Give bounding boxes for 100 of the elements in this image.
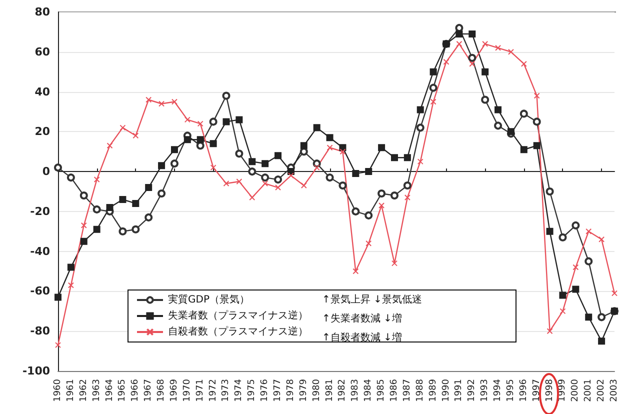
point xyxy=(223,180,230,187)
point xyxy=(559,292,566,299)
point xyxy=(430,98,436,105)
x-tick-label: 1974 xyxy=(234,378,244,402)
point xyxy=(364,211,373,220)
x-tick-label: 1981 xyxy=(324,379,335,402)
point xyxy=(558,233,567,242)
point xyxy=(261,174,270,182)
x-tick-label: 1972 xyxy=(208,379,218,402)
point xyxy=(546,328,553,334)
point xyxy=(67,264,74,271)
x-tick-label: 1968 xyxy=(156,378,167,402)
point xyxy=(585,314,592,321)
point xyxy=(132,200,140,207)
point xyxy=(352,268,359,274)
point xyxy=(54,164,62,172)
x-tick-label: 1977 xyxy=(273,379,284,402)
x-tick-label: 1969 xyxy=(169,378,180,402)
point xyxy=(340,148,346,155)
point xyxy=(262,180,268,187)
point xyxy=(404,154,411,162)
point xyxy=(520,146,528,154)
point xyxy=(80,222,87,228)
x-tick-label: 1983 xyxy=(350,379,361,402)
x-tick-label: 1979 xyxy=(298,378,309,402)
x-tick-label: 1990 xyxy=(441,378,452,402)
x-tick-label: 1992 xyxy=(467,379,478,402)
point xyxy=(456,40,462,47)
x-tick-label: 1997 xyxy=(532,379,542,402)
point xyxy=(300,142,308,150)
x-tick-label: 1980 xyxy=(312,378,322,402)
x-tick-label: 1978 xyxy=(286,378,296,402)
point xyxy=(352,170,360,178)
point xyxy=(572,286,580,293)
x-tick-label: 1965 xyxy=(118,379,128,402)
annotation: ↑失業者数減 ↓増 xyxy=(322,312,402,324)
point xyxy=(338,182,347,190)
point xyxy=(158,189,166,198)
point xyxy=(313,124,320,132)
point xyxy=(118,227,127,236)
point xyxy=(132,132,139,139)
point xyxy=(146,96,152,103)
x-tick-label: 1970 xyxy=(182,378,192,402)
point xyxy=(468,54,476,62)
point xyxy=(469,60,476,67)
point xyxy=(468,30,476,38)
point xyxy=(494,122,502,130)
x-tick-label: 1962 xyxy=(78,379,89,402)
y-tick-label: 0 xyxy=(42,165,50,178)
y-tick-label: 60 xyxy=(34,45,50,58)
point xyxy=(546,188,554,196)
x-tick-label: 1976 xyxy=(260,378,270,402)
x-tick-label: 1960 xyxy=(53,378,63,402)
point xyxy=(326,174,334,182)
point xyxy=(326,144,333,151)
point xyxy=(456,30,463,38)
x-tick-label: 1984 xyxy=(364,378,374,402)
point xyxy=(546,228,554,235)
point xyxy=(170,160,178,168)
point xyxy=(158,162,166,170)
point xyxy=(416,124,424,132)
x-tick-label: 1991 xyxy=(454,379,464,402)
point xyxy=(145,184,152,192)
point xyxy=(66,174,75,182)
point xyxy=(236,116,243,124)
annotation: ↑景気上昇 ↓景気低迷 xyxy=(322,294,422,306)
y-tick-label: 80 xyxy=(34,6,50,18)
x-tick-label: 1987 xyxy=(402,379,412,402)
legend-label: 自殺者数（プラスマイナス逆） xyxy=(168,326,308,338)
x-tick-label: 1973 xyxy=(221,379,232,402)
annotation: ↑自殺者数減 ↓増 xyxy=(322,332,402,344)
point xyxy=(520,110,528,118)
point xyxy=(170,146,178,154)
point xyxy=(196,136,204,144)
point xyxy=(93,226,100,233)
point xyxy=(533,142,540,150)
point xyxy=(106,204,114,211)
point xyxy=(378,202,385,208)
x-tick-label: 2001 xyxy=(584,379,594,402)
x-tick-label: 2000 xyxy=(570,378,581,402)
x-tick-label: 1964 xyxy=(104,378,115,402)
y-tick-label: -100 xyxy=(22,364,50,378)
point xyxy=(534,92,540,99)
point xyxy=(586,228,592,234)
x-tick-label: 1998 xyxy=(544,378,555,402)
x-tick-label: 1989 xyxy=(428,378,438,402)
point xyxy=(119,196,126,203)
point xyxy=(262,160,269,168)
point xyxy=(210,140,217,148)
x-tick-label: 1971 xyxy=(195,379,206,402)
point xyxy=(132,225,140,234)
point xyxy=(222,118,230,126)
point xyxy=(288,172,294,179)
point xyxy=(520,60,527,67)
x-tick-label: 2003 xyxy=(610,379,619,402)
point xyxy=(403,182,412,190)
point xyxy=(584,257,593,266)
x-tick-label: 1985 xyxy=(376,379,387,402)
x-tick-label: 1996 xyxy=(518,378,529,402)
x-tick-label: 1993 xyxy=(480,379,490,402)
